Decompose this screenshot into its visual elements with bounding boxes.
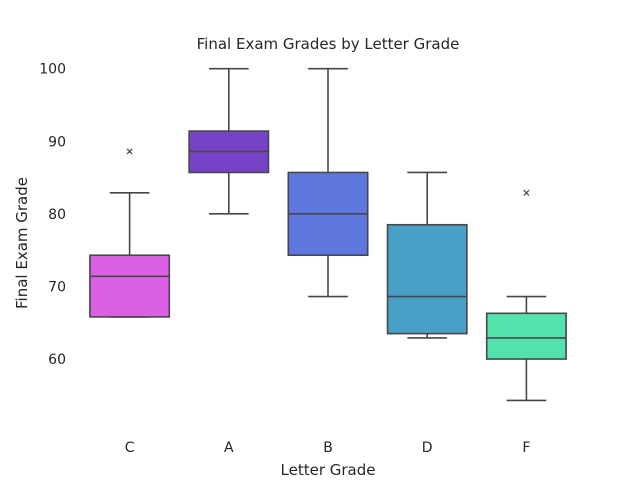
outlier-stroke bbox=[523, 189, 530, 196]
box-a bbox=[188, 67, 270, 215]
chart-title: Final Exam Grades by Letter Grade bbox=[197, 35, 460, 53]
outlier-marker bbox=[523, 189, 530, 196]
y-axis-label: Final Exam Grade bbox=[13, 177, 31, 309]
box-body bbox=[485, 312, 567, 360]
y-tick-label: 60 bbox=[48, 352, 66, 368]
x-axis-label: Letter Grade bbox=[281, 461, 376, 479]
x-tick-label: C bbox=[125, 440, 135, 456]
y-tick-label: 80 bbox=[48, 207, 66, 223]
box-b bbox=[287, 67, 369, 298]
x-tick-label: B bbox=[323, 440, 333, 456]
box-f bbox=[485, 189, 567, 402]
box-body bbox=[89, 254, 171, 318]
x-tick-label: D bbox=[422, 440, 433, 456]
y-tick-label: 70 bbox=[48, 279, 66, 295]
y-axis-ticks: 60 70 80 90 100 bbox=[39, 62, 66, 368]
box-body bbox=[386, 223, 468, 335]
box-c bbox=[89, 148, 171, 318]
outlier-marker bbox=[126, 148, 133, 155]
x-tick-label: F bbox=[522, 440, 530, 456]
y-tick-label: 90 bbox=[48, 134, 66, 150]
box-d bbox=[386, 171, 468, 339]
outlier-stroke bbox=[126, 148, 133, 155]
box-series bbox=[89, 67, 567, 402]
y-tick-label: 100 bbox=[39, 62, 66, 78]
x-tick-label: A bbox=[224, 440, 234, 456]
